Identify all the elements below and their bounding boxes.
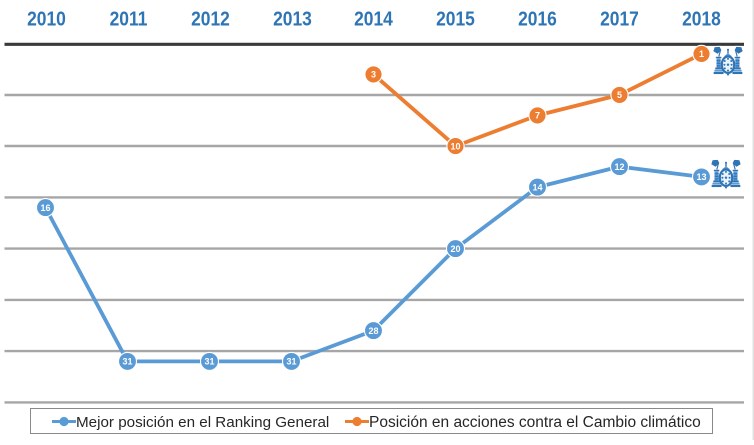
svg-text:12: 12	[614, 162, 624, 172]
svg-text:14: 14	[532, 182, 542, 192]
svg-text:16: 16	[40, 203, 50, 213]
svg-text:20: 20	[450, 244, 460, 254]
svg-text:5: 5	[617, 90, 622, 100]
svg-text:2018: 2018	[682, 8, 721, 31]
svg-text:28: 28	[368, 326, 378, 336]
svg-text:2017: 2017	[600, 8, 639, 31]
svg-text:2010: 2010	[27, 8, 66, 31]
svg-text:31: 31	[286, 357, 296, 367]
svg-text:2016: 2016	[518, 8, 557, 31]
svg-text:31: 31	[204, 357, 214, 367]
svg-text:2012: 2012	[191, 8, 230, 31]
svg-text:3: 3	[371, 70, 376, 80]
svg-text:31: 31	[122, 357, 132, 367]
svg-text:2014: 2014	[354, 8, 393, 31]
svg-text:1: 1	[699, 49, 704, 59]
svg-text:Mejor posición en el Ranking G: Mejor posición en el Ranking General	[76, 414, 329, 431]
svg-text:Posición en acciones contra el: Posición en acciones contra el Cambio cl…	[369, 414, 701, 431]
svg-text:10: 10	[450, 141, 460, 151]
svg-text:13: 13	[696, 172, 706, 182]
svg-text:7: 7	[535, 111, 540, 121]
svg-text:2013: 2013	[273, 8, 312, 31]
svg-text:2011: 2011	[110, 8, 148, 31]
svg-text:2015: 2015	[436, 8, 475, 31]
